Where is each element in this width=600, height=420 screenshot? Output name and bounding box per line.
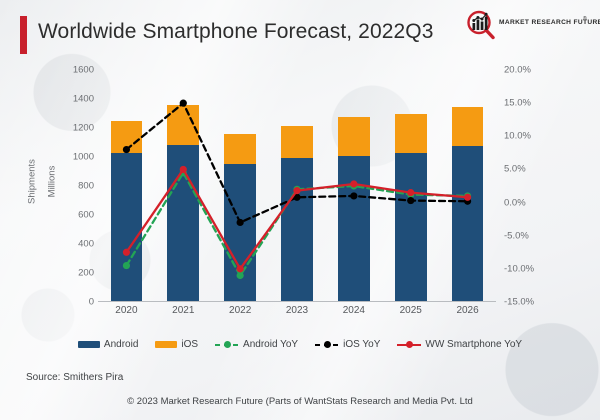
legend-label: WW Smartphone YoY <box>425 338 523 350</box>
data-point-marker[interactable] <box>122 248 131 256</box>
line-series <box>122 99 472 227</box>
y-axis-left-tick: 1600 <box>72 64 94 76</box>
logo-text: MARKET RESEARCH FUTURE <box>499 19 600 26</box>
y-axis-left: 0 200 400 600 800 1000 1200 1400 1600 <box>44 65 94 308</box>
y-axis-title-shipments: Shipments <box>26 159 38 204</box>
data-point-marker[interactable] <box>350 180 358 188</box>
legend-swatch-icon <box>77 340 100 348</box>
legend-item[interactable]: WW Smartphone YoY <box>397 339 522 350</box>
y-axis-left-tick: 0 <box>88 296 94 308</box>
data-point-marker[interactable] <box>293 187 301 195</box>
legend-item[interactable]: Android YoY <box>215 339 298 350</box>
line-series <box>122 169 472 280</box>
bar-column[interactable] <box>394 70 427 302</box>
legend-swatch-icon <box>155 340 178 348</box>
legend-label: iOS YoY <box>343 338 381 350</box>
data-point-marker[interactable] <box>236 271 244 280</box>
copyright-note: © 2023 Market Research Future (Parts of … <box>127 396 473 407</box>
y-axis-title-millions: Millions <box>46 165 58 198</box>
y-axis-left-tick: 800 <box>78 180 94 192</box>
data-point-marker[interactable] <box>293 193 301 201</box>
bar-segment-ios[interactable] <box>394 114 427 153</box>
bar-column[interactable] <box>281 70 313 302</box>
legend-item[interactable]: iOS YoY <box>315 339 380 350</box>
chart-header: Worldwide Smartphone Forecast, 2022Q3 MA… <box>0 0 600 62</box>
brand-logo: MARKET RESEARCH FUTURE ® <box>466 8 600 42</box>
x-axis-tick: 2021 <box>172 305 195 316</box>
legend-item[interactable]: Android <box>77 338 139 350</box>
data-point-marker[interactable] <box>236 218 244 227</box>
plot-area <box>98 70 496 302</box>
data-point-marker[interactable] <box>179 99 187 107</box>
data-point-marker[interactable] <box>122 145 131 154</box>
legend-swatch-icon <box>315 340 340 349</box>
magnifier-bar-chart-icon <box>467 10 495 40</box>
y-axis-right-tick: 5.0% <box>504 163 526 175</box>
legend-swatch-icon <box>215 340 240 349</box>
legend-label: Android YoY <box>243 338 299 350</box>
legend-swatch-icon <box>397 340 422 349</box>
logo-registered-mark: ® <box>583 16 587 22</box>
page-title: Worldwide Smartphone Forecast, 2022Q3 <box>38 20 434 43</box>
y-axis-left-tick: 600 <box>78 209 94 221</box>
x-axis-tick: 2023 <box>285 305 309 316</box>
y-axis-right-tick: 15.0% <box>504 97 531 109</box>
x-axis-tick: 2020 <box>115 305 138 316</box>
bar-segment-ios[interactable] <box>281 125 313 159</box>
y-axis-left-tick: 400 <box>78 238 94 250</box>
bar-segment-ios[interactable] <box>337 117 370 157</box>
y-axis-left-tick: 1200 <box>72 122 94 134</box>
data-point-marker[interactable] <box>122 261 131 270</box>
bar-segment-ios[interactable] <box>451 106 484 147</box>
y-axis-right: -15.0% -10.0% -5.0% 0.0% 5.0% 10.0% 15.0% 20.0% <box>504 65 560 308</box>
data-point-marker[interactable] <box>350 192 358 200</box>
bar-segment-android[interactable] <box>110 152 143 302</box>
x-axis-tick: 2025 <box>399 305 422 316</box>
bar-column[interactable] <box>451 70 484 302</box>
legend-item[interactable]: iOS <box>155 339 198 350</box>
line-series <box>122 165 472 273</box>
bar-segment-ios[interactable] <box>224 133 257 164</box>
y-axis-right-tick: 0.0% <box>504 197 526 209</box>
x-axis: 2020 2021 2022 2023 2024 2025 2026 <box>98 303 496 321</box>
y-axis-right-tick: -15.0% <box>504 296 535 308</box>
title-accent-bar <box>20 16 27 54</box>
x-axis-tick: 2026 <box>456 305 479 316</box>
y-axis-left-tick: 1400 <box>72 93 94 105</box>
y-axis-right-tick: -5.0% <box>504 230 529 242</box>
legend-label: iOS <box>181 338 199 350</box>
bar-segment-android[interactable] <box>394 152 427 302</box>
source-note: Source: Smithers Pira <box>26 372 124 383</box>
bar-segment-android[interactable] <box>281 158 313 302</box>
y-axis-right-tick: 10.0% <box>504 130 531 142</box>
data-point-marker[interactable] <box>407 196 415 205</box>
y-axis-left-tick: 200 <box>78 267 94 279</box>
data-point-marker[interactable] <box>236 265 244 273</box>
y-axis-left-tick: 1000 <box>72 151 94 163</box>
y-axis-right-tick: 20.0% <box>504 64 531 76</box>
line-series-layer <box>122 99 472 280</box>
x-axis-tick: 2022 <box>229 305 252 316</box>
y-axis-right-tick: -10.0% <box>504 263 535 275</box>
data-point-marker[interactable] <box>407 189 415 197</box>
data-point-marker[interactable] <box>463 193 472 201</box>
legend-label: Android <box>103 338 139 350</box>
x-axis-baseline <box>98 301 496 302</box>
chart-legend: Android iOS Android YoY iOS YoY WW Smartphon… <box>0 334 600 354</box>
bar-segment-android[interactable] <box>451 146 484 302</box>
data-point-marker[interactable] <box>179 165 187 174</box>
x-axis-tick: 2024 <box>342 305 365 316</box>
